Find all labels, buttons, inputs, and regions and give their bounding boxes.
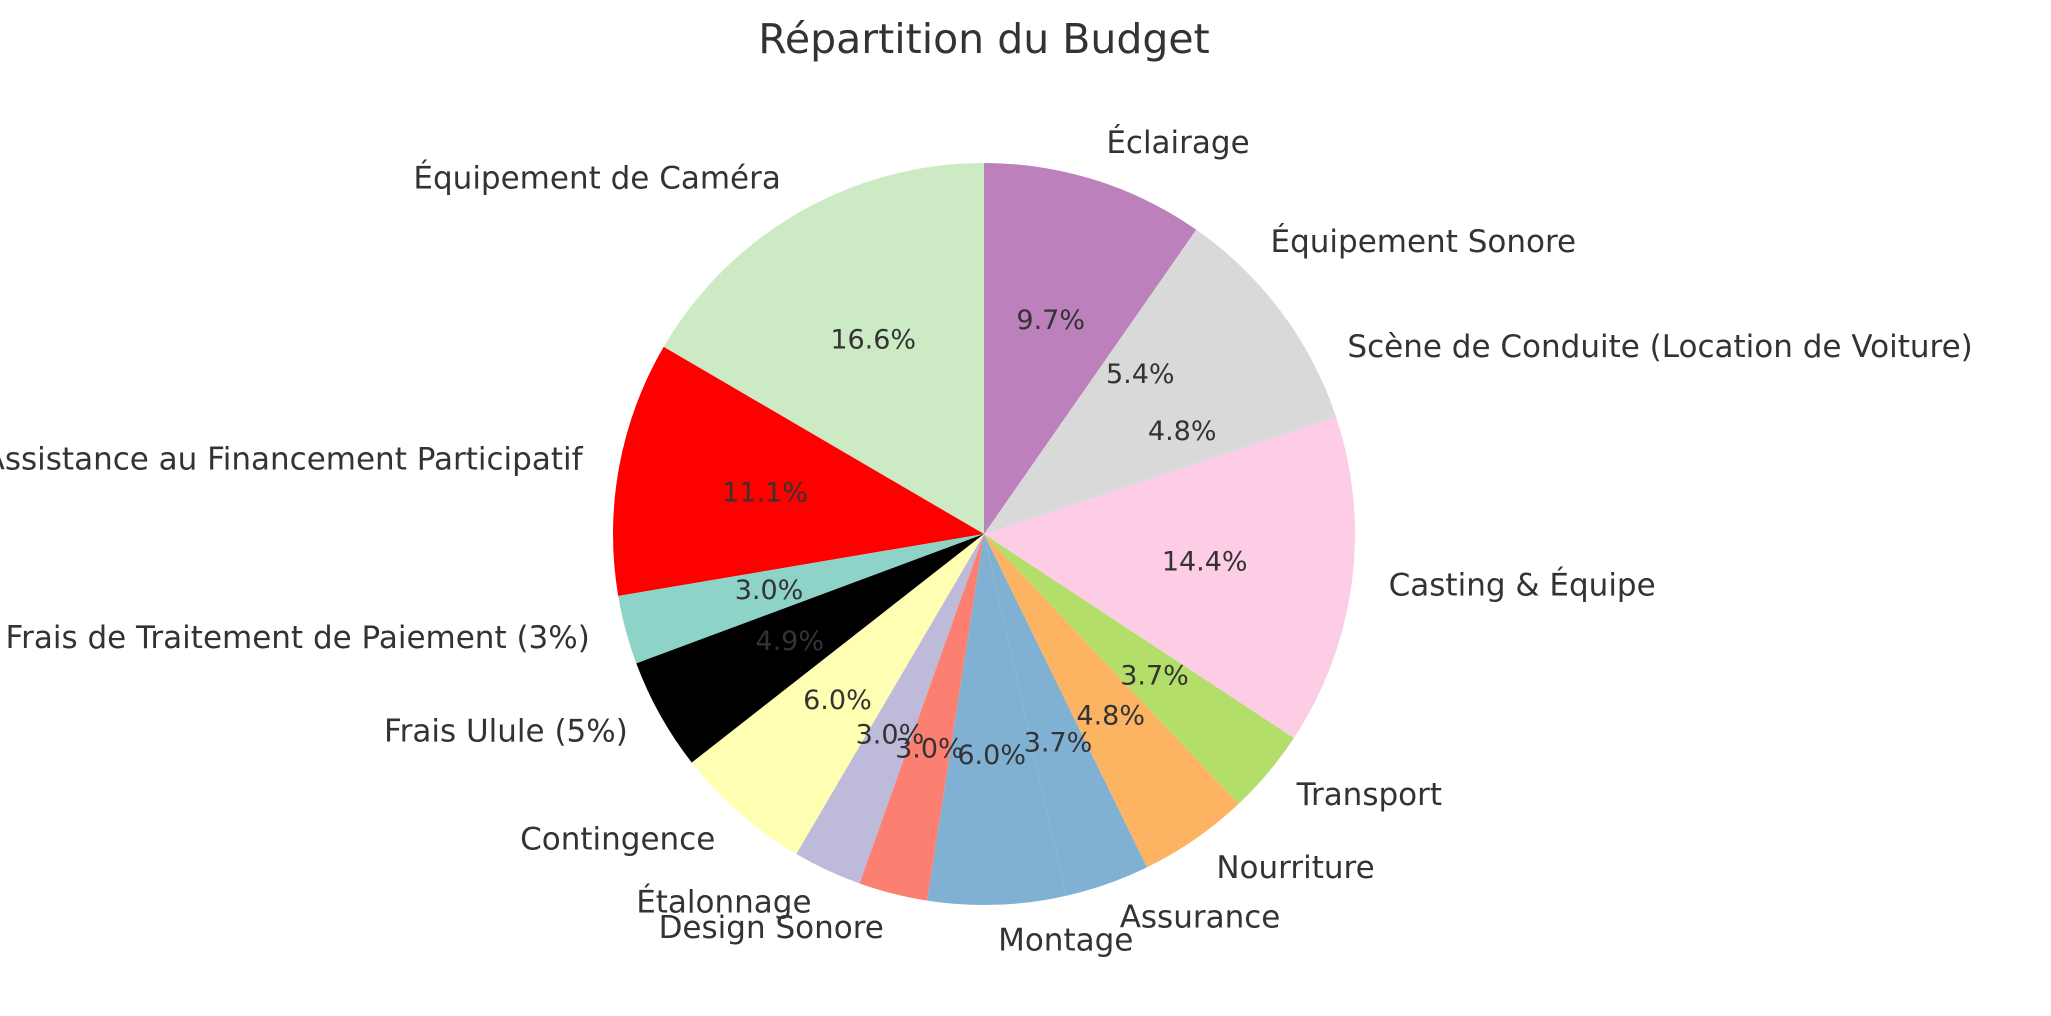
slice-label-4: Contingence xyxy=(520,822,715,858)
pie-slice-10 xyxy=(984,534,1294,804)
pie-slice-13 xyxy=(984,229,1286,534)
slice-label-10: Transport xyxy=(1296,777,1442,813)
slice-percent-7: 6.0% xyxy=(957,740,1026,771)
pie-slice-1 xyxy=(613,346,984,597)
slice-percent-9: 4.8% xyxy=(1076,700,1145,731)
slice-percent-0: 16.6% xyxy=(830,324,916,355)
slice-percent-1: 11.1% xyxy=(722,478,808,509)
slice-label-6: Design Sonore xyxy=(659,910,884,946)
slice-percent-13: 5.4% xyxy=(1106,359,1175,390)
slice-label-3: Frais Ulule (5%) xyxy=(384,714,628,750)
slice-percent-6: 3.0% xyxy=(895,733,964,764)
pie-slice-14 xyxy=(984,163,1197,534)
slice-label-9: Nourriture xyxy=(1216,850,1374,886)
slice-label-7: Montage xyxy=(998,922,1133,958)
pie-slice-5 xyxy=(796,534,984,884)
pie-labels: Équipement de Caméra 16.6% Assistance au F… xyxy=(0,125,1973,958)
pie-slice-6 xyxy=(859,534,984,901)
slice-percent-2: 3.0% xyxy=(735,575,804,606)
slice-percent-10: 3.7% xyxy=(1120,661,1189,692)
pie-slice-11 xyxy=(984,416,1355,738)
slice-percent-14: 9.7% xyxy=(1016,305,1085,336)
slice-label-8: Assurance xyxy=(1120,899,1281,935)
chart-title: Répartition du Budget xyxy=(758,15,1209,63)
slice-percent-3: 4.9% xyxy=(755,626,824,657)
pie-slice-12 xyxy=(984,317,1336,534)
pie-slice-0 xyxy=(663,163,984,534)
slice-label-1: Assistance au Financement Participatif xyxy=(0,441,584,477)
slice-label-12: Scène de Conduite (Location de Voiture) xyxy=(1347,329,1972,365)
pie-slice-7 xyxy=(927,534,1066,905)
slice-label-0: Équipement de Caméra xyxy=(413,161,780,197)
pie-slice-4 xyxy=(691,534,984,855)
slice-label-13: Équipement Sonore xyxy=(1271,224,1577,260)
pie-slice-2 xyxy=(618,534,984,664)
slice-label-11: Casting & Équipe xyxy=(1389,568,1656,604)
slice-label-14: Éclairage xyxy=(1106,125,1249,161)
slice-percent-11: 14.4% xyxy=(1162,546,1248,577)
pie-slices xyxy=(613,163,1355,905)
slice-label-5: Étalonnage xyxy=(636,884,811,920)
slice-percent-5: 3.0% xyxy=(856,719,925,750)
pie-slice-8 xyxy=(984,534,1148,896)
pie-slice-9 xyxy=(984,534,1239,868)
slice-label-2: Frais de Traitement de Paiement (3%) xyxy=(6,620,590,656)
slice-percent-4: 6.0% xyxy=(803,685,872,716)
pie-slice-3 xyxy=(636,534,984,763)
slice-percent-8: 3.7% xyxy=(1024,727,1093,758)
slice-percent-12: 4.8% xyxy=(1148,416,1217,447)
